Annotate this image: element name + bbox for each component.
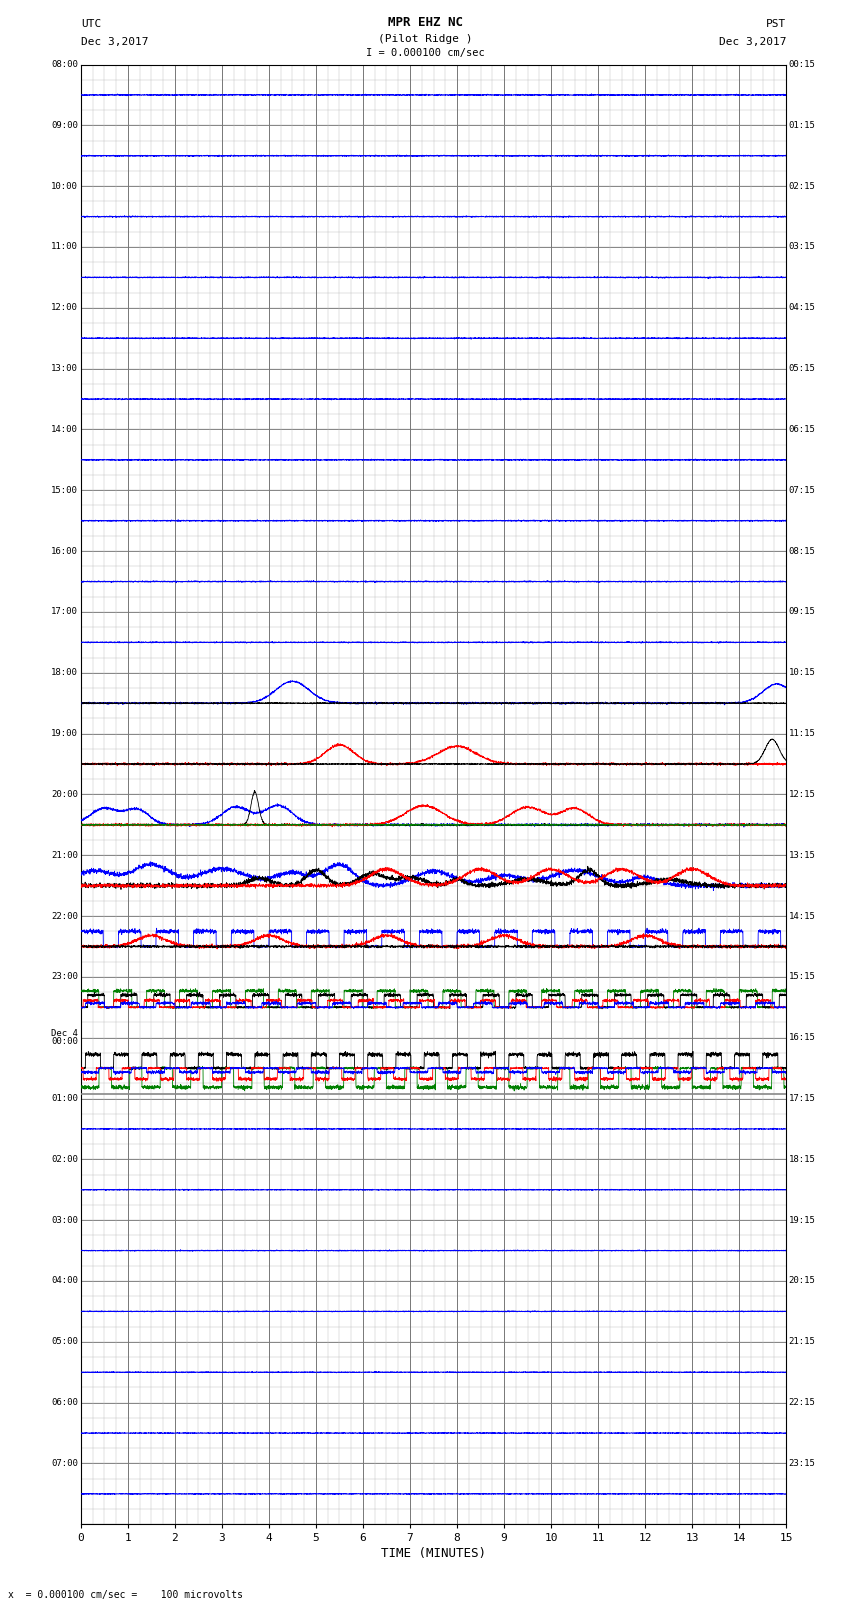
- Text: I = 0.000100 cm/sec: I = 0.000100 cm/sec: [366, 48, 484, 58]
- X-axis label: TIME (MINUTES): TIME (MINUTES): [381, 1547, 486, 1560]
- Text: 16:15: 16:15: [789, 1034, 816, 1042]
- Text: 02:15: 02:15: [789, 182, 816, 190]
- Text: 11:00: 11:00: [51, 242, 78, 252]
- Text: 05:00: 05:00: [51, 1337, 78, 1347]
- Text: 22:00: 22:00: [51, 911, 78, 921]
- Text: MPR EHZ NC: MPR EHZ NC: [388, 16, 462, 29]
- Text: 19:00: 19:00: [51, 729, 78, 739]
- Text: 01:00: 01:00: [51, 1094, 78, 1103]
- Text: 08:00: 08:00: [51, 60, 78, 69]
- Text: 17:00: 17:00: [51, 608, 78, 616]
- Text: 10:15: 10:15: [789, 668, 816, 677]
- Text: 11:15: 11:15: [789, 729, 816, 739]
- Text: x  = 0.000100 cm/sec =    100 microvolts: x = 0.000100 cm/sec = 100 microvolts: [8, 1590, 243, 1600]
- Text: (Pilot Ridge ): (Pilot Ridge ): [377, 34, 473, 44]
- Text: UTC: UTC: [81, 19, 101, 29]
- Text: 12:00: 12:00: [51, 303, 78, 313]
- Text: 13:00: 13:00: [51, 365, 78, 373]
- Text: 18:15: 18:15: [789, 1155, 816, 1165]
- Text: 04:15: 04:15: [789, 303, 816, 313]
- Text: 09:00: 09:00: [51, 121, 78, 129]
- Text: 03:15: 03:15: [789, 242, 816, 252]
- Text: 10:00: 10:00: [51, 182, 78, 190]
- Text: 05:15: 05:15: [789, 365, 816, 373]
- Text: 17:15: 17:15: [789, 1094, 816, 1103]
- Text: 23:00: 23:00: [51, 973, 78, 981]
- Text: 12:15: 12:15: [789, 790, 816, 798]
- Text: 22:15: 22:15: [789, 1398, 816, 1407]
- Text: 08:15: 08:15: [789, 547, 816, 555]
- Text: 16:00: 16:00: [51, 547, 78, 555]
- Text: Dec 3,2017: Dec 3,2017: [719, 37, 786, 47]
- Text: 09:15: 09:15: [789, 608, 816, 616]
- Text: 18:00: 18:00: [51, 668, 78, 677]
- Text: 19:15: 19:15: [789, 1216, 816, 1224]
- Text: 07:00: 07:00: [51, 1460, 78, 1468]
- Text: 21:00: 21:00: [51, 850, 78, 860]
- Text: 15:00: 15:00: [51, 486, 78, 495]
- Text: 14:15: 14:15: [789, 911, 816, 921]
- Text: Dec 3,2017: Dec 3,2017: [81, 37, 148, 47]
- Text: 06:00: 06:00: [51, 1398, 78, 1407]
- Text: 13:15: 13:15: [789, 850, 816, 860]
- Text: 15:15: 15:15: [789, 973, 816, 981]
- Text: Dec 4
00:00: Dec 4 00:00: [51, 1029, 78, 1047]
- Text: 14:00: 14:00: [51, 424, 78, 434]
- Text: 04:00: 04:00: [51, 1276, 78, 1286]
- Text: 06:15: 06:15: [789, 424, 816, 434]
- Text: 07:15: 07:15: [789, 486, 816, 495]
- Text: 00:15: 00:15: [789, 60, 816, 69]
- Text: 01:15: 01:15: [789, 121, 816, 129]
- Text: 20:00: 20:00: [51, 790, 78, 798]
- Text: 21:15: 21:15: [789, 1337, 816, 1347]
- Text: 20:15: 20:15: [789, 1276, 816, 1286]
- Text: 03:00: 03:00: [51, 1216, 78, 1224]
- Text: 02:00: 02:00: [51, 1155, 78, 1165]
- Text: 23:15: 23:15: [789, 1460, 816, 1468]
- Text: PST: PST: [766, 19, 786, 29]
